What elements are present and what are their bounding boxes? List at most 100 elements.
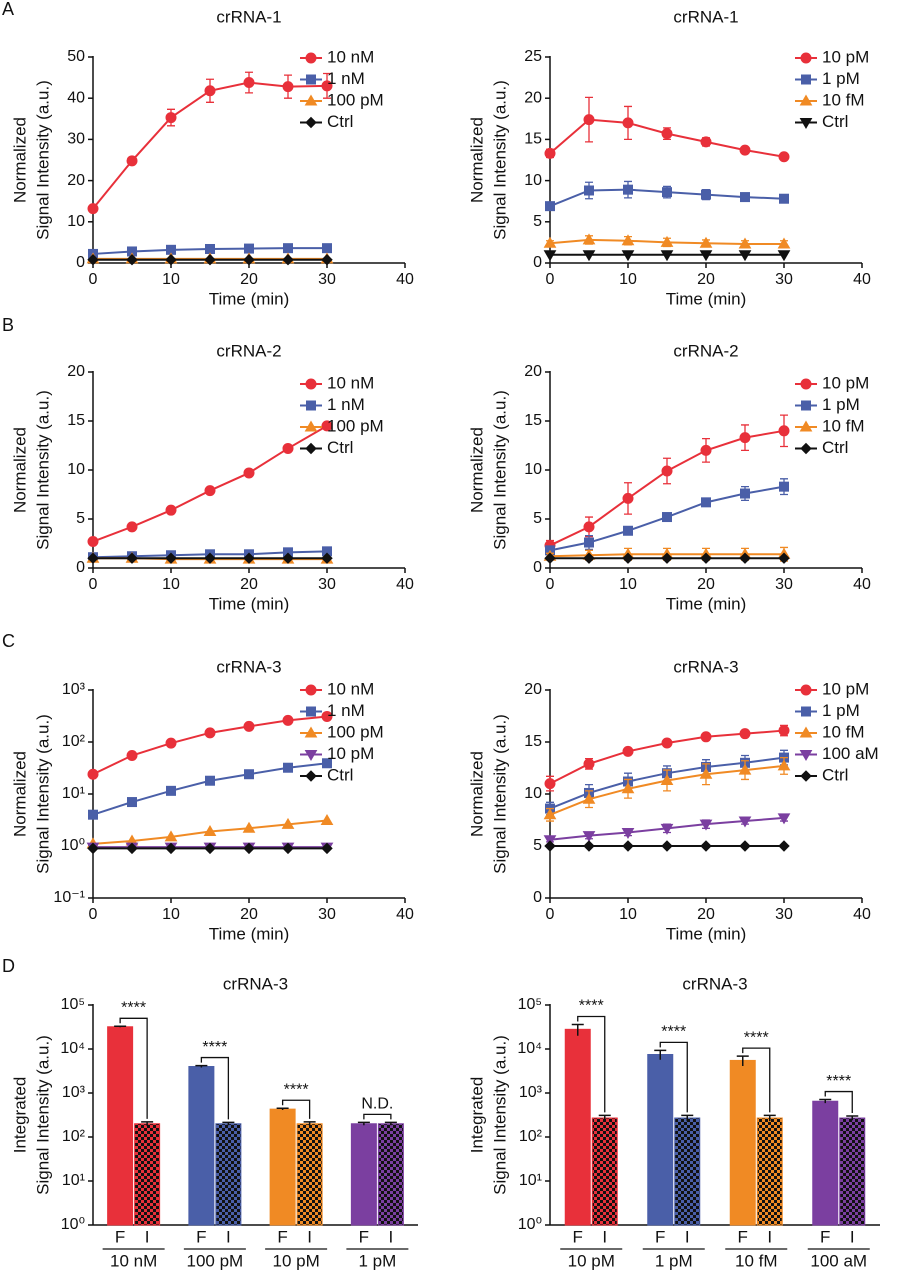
bar	[377, 1123, 404, 1226]
error-bar	[763, 1114, 776, 1122]
data-point	[700, 444, 712, 456]
data-point	[321, 420, 333, 432]
group-label: 100 aM	[810, 1251, 867, 1270]
y-tick-label: 10	[67, 213, 85, 230]
panel-label: A	[2, 0, 14, 19]
data-point	[699, 767, 713, 779]
data-point	[660, 773, 674, 785]
panel-label: B	[2, 315, 14, 335]
legend-marker	[799, 726, 813, 738]
significance-bracket	[742, 1047, 771, 1113]
x-tick-label: 40	[853, 906, 871, 923]
data-point	[661, 128, 673, 140]
error-bar	[357, 1121, 370, 1126]
y-axis-label: Integrated	[467, 1077, 486, 1154]
legend-label: Ctrl	[327, 765, 353, 784]
y-tick-label: 0	[533, 254, 542, 271]
legend-marker	[800, 442, 812, 455]
y-tick-label: 10	[524, 461, 542, 478]
data-point	[584, 185, 594, 196]
data-point	[700, 731, 712, 743]
data-point	[583, 521, 595, 533]
data-point	[544, 552, 556, 564]
significance-bracket	[281, 1099, 311, 1119]
legend-marker	[306, 74, 316, 85]
data-point	[739, 728, 751, 740]
error-bar	[681, 1114, 694, 1122]
data-point	[88, 809, 98, 820]
y-tick-label: 5	[76, 510, 85, 527]
data-point	[282, 842, 294, 855]
y-axis-label: Integrated	[10, 1077, 29, 1154]
data-point	[622, 492, 634, 504]
y-tick-label: 0	[533, 889, 542, 906]
x-tick-label: 30	[775, 271, 793, 288]
bar-label: I	[307, 1227, 312, 1246]
data-point	[779, 481, 789, 492]
y-tick-label: 5	[533, 837, 542, 854]
bar	[674, 1117, 701, 1226]
x-tick-label: 30	[775, 906, 793, 923]
group-label: 10 nM	[110, 1251, 157, 1270]
legend-marker	[801, 400, 811, 411]
group-label: 1 pM	[655, 1251, 693, 1270]
data-point	[126, 155, 138, 167]
legend-marker	[799, 750, 813, 761]
y-tick-label: 10⁵	[61, 996, 85, 1013]
data-point	[243, 77, 255, 89]
bar-label: F	[277, 1227, 287, 1246]
error-bar	[571, 1023, 584, 1036]
data-point	[322, 758, 332, 769]
x-tick-label: 0	[89, 576, 98, 593]
group-label: 10 pM	[568, 1251, 615, 1270]
data-point	[243, 552, 255, 564]
data-point	[779, 193, 789, 204]
legend-label: Ctrl	[822, 112, 848, 131]
legend-marker	[800, 770, 812, 782]
data-point	[621, 250, 635, 262]
y-tick-label: 20	[67, 363, 85, 380]
significance-label: ****	[661, 1024, 686, 1041]
x-tick-label: 0	[546, 271, 555, 288]
data-point	[165, 552, 177, 564]
significance-label: ****	[579, 998, 604, 1015]
data-point	[543, 250, 557, 262]
data-point	[204, 253, 216, 266]
data-point	[282, 442, 294, 454]
y-tick-label: 10¹	[62, 1172, 85, 1189]
bar-label: I	[767, 1227, 772, 1246]
legend-marker	[305, 52, 317, 64]
data-point	[777, 813, 791, 825]
x-tick-label: 10	[619, 906, 637, 923]
y-tick-label: 10⁵	[518, 996, 542, 1013]
data-point	[584, 537, 594, 548]
data-point	[583, 114, 595, 126]
y-tick-label: 10²	[62, 733, 86, 750]
chart-title: crRNA-3	[216, 657, 281, 676]
legend-label: 100 pM	[327, 722, 384, 741]
y-tick-label: 20	[524, 363, 542, 380]
legend-marker	[305, 442, 317, 455]
data-point	[321, 710, 333, 722]
bar-label: I	[145, 1227, 150, 1246]
data-point	[282, 714, 294, 726]
y-tick-label: 10⁰	[61, 837, 85, 854]
data-point	[283, 243, 293, 254]
data-point	[321, 552, 333, 564]
bar	[269, 1108, 296, 1226]
significance-bracket	[824, 1090, 853, 1114]
x-axis-label: Time (min)	[209, 289, 290, 308]
data-point	[623, 525, 633, 536]
chart-title: crRNA-1	[216, 7, 281, 26]
legend-marker	[800, 52, 812, 64]
data-point	[661, 737, 673, 749]
data-point	[660, 250, 674, 262]
y-axis-label: Normalized	[467, 117, 486, 203]
data-point	[87, 768, 99, 780]
legend-label: 10 fM	[822, 722, 865, 741]
y-axis-label: Signal Intensity (a.u.)	[33, 714, 52, 874]
x-tick-label: 0	[89, 906, 98, 923]
panel-label: C	[2, 631, 15, 651]
error-bar	[654, 1049, 667, 1060]
data-point	[204, 485, 216, 497]
